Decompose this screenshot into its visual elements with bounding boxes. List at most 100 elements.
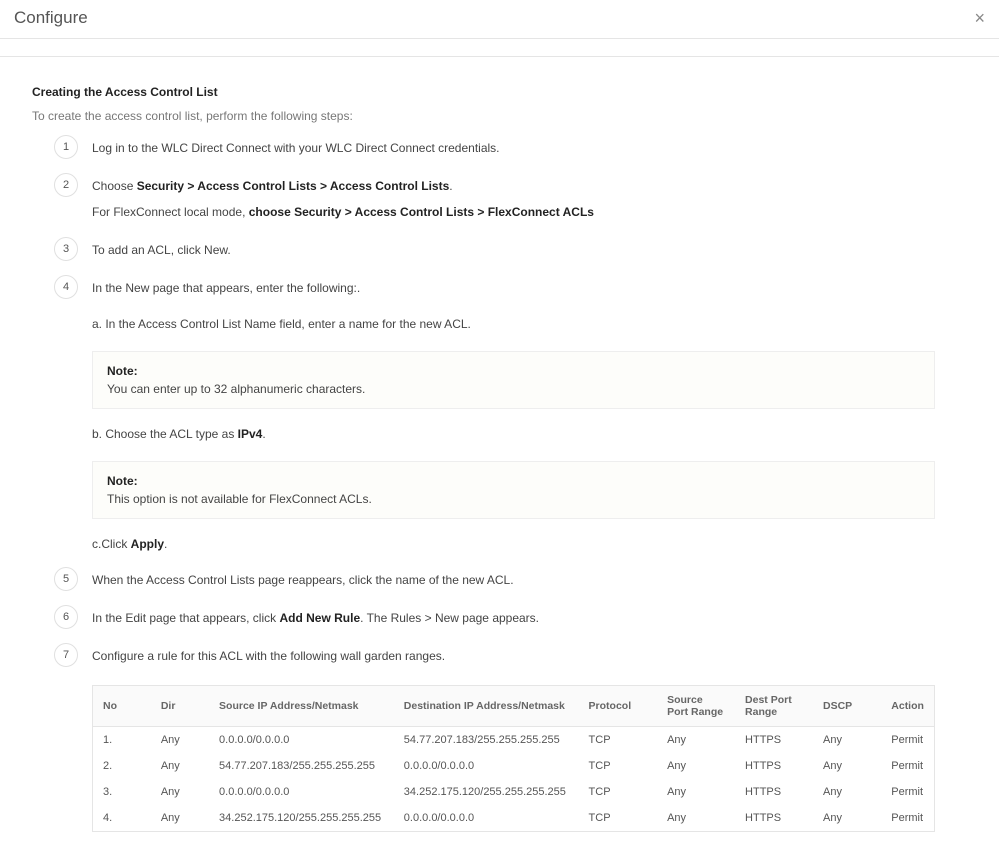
step-4: 4 In the New page that appears, enter th…	[32, 279, 967, 317]
table-header-cell: Source IP Address/Netmask	[209, 686, 394, 727]
table-cell: Any	[151, 805, 209, 831]
note-box: Note: You can enter up to 32 alphanumeri…	[92, 351, 935, 409]
table-cell: 54.77.207.183/255.255.255.255	[209, 753, 394, 779]
step-number: 1	[54, 135, 78, 159]
substep-c: c.Click Apply.	[92, 537, 967, 551]
table-cell: 54.77.207.183/255.255.255.255	[394, 727, 579, 754]
dialog-header: Configure ×	[0, 0, 999, 39]
step-text: Choose	[92, 179, 137, 193]
table-cell: 3.	[93, 779, 151, 805]
table-cell: HTTPS	[735, 727, 813, 754]
note-box: Note: This option is not available for F…	[92, 461, 935, 519]
table-cell: Any	[151, 753, 209, 779]
substep-text: c.Click	[92, 537, 131, 551]
step-number: 4	[54, 275, 78, 299]
table-cell: HTTPS	[735, 779, 813, 805]
step-bold: Add New Rule	[279, 611, 360, 625]
table-header-cell: DSCP	[813, 686, 881, 727]
dialog-title: Configure	[14, 8, 88, 28]
table-cell: TCP	[579, 779, 658, 805]
table-cell: 2.	[93, 753, 151, 779]
table-head: NoDirSource IP Address/NetmaskDestinatio…	[93, 686, 934, 727]
step-number: 7	[54, 643, 78, 667]
acl-rules-table: NoDirSource IP Address/NetmaskDestinatio…	[92, 685, 935, 832]
table-cell: Any	[657, 805, 735, 831]
step-body: Log in to the WLC Direct Connect with yo…	[92, 139, 967, 177]
table-cell: 34.252.175.120/255.255.255.255	[209, 805, 394, 831]
table-body: 1.Any0.0.0.0/0.0.0.054.77.207.183/255.25…	[93, 727, 934, 832]
substep-text: .	[164, 537, 167, 551]
table-cell: Permit	[881, 727, 934, 754]
table-cell: 0.0.0.0/0.0.0.0	[209, 727, 394, 754]
step-number: 5	[54, 567, 78, 591]
substep-text: a. In the Access Control List Name field…	[92, 317, 967, 331]
note-text: You can enter up to 32 alphanumeric char…	[107, 382, 920, 396]
table-cell: Any	[657, 753, 735, 779]
section-intro: To create the access control list, perfo…	[32, 109, 967, 123]
step-text: To add an ACL, click New.	[92, 243, 231, 257]
substep-bold: Apply	[131, 537, 164, 551]
step-text: In the Edit page that appears, click	[92, 611, 279, 625]
table-row: 4.Any34.252.175.120/255.255.255.2550.0.0…	[93, 805, 934, 831]
substep-b: b. Choose the ACL type as IPv4.	[92, 427, 967, 441]
substep-a: a. In the Access Control List Name field…	[92, 317, 967, 331]
note-label: Note:	[107, 364, 920, 378]
step-body: In the Edit page that appears, click Add…	[92, 609, 967, 647]
step-body: Configure a rule for this ACL with the f…	[92, 647, 967, 685]
step-text: .	[449, 179, 452, 193]
table-row: 3.Any0.0.0.0/0.0.0.034.252.175.120/255.2…	[93, 779, 934, 805]
table-cell: TCP	[579, 753, 658, 779]
table-header-cell: Dest Port Range	[735, 686, 813, 727]
step-bold-path: Security > Access Control Lists > Access…	[137, 179, 450, 193]
table-header-cell: Action	[881, 686, 934, 727]
step-text: For FlexConnect local mode,	[92, 205, 249, 219]
table-header-cell: Destination IP Address/Netmask	[394, 686, 579, 727]
table-cell: Any	[813, 727, 881, 754]
note-label: Note:	[107, 474, 920, 488]
step-1: 1 Log in to the WLC Direct Connect with …	[32, 139, 967, 177]
table-cell: Any	[151, 779, 209, 805]
table-cell: Any	[657, 727, 735, 754]
substep-bold: IPv4	[238, 427, 263, 441]
table-cell: Any	[657, 779, 735, 805]
step-body: To add an ACL, click New.	[92, 241, 967, 279]
substep-text: b. Choose the ACL type as	[92, 427, 238, 441]
step-number: 6	[54, 605, 78, 629]
step-bold-path: choose Security > Access Control Lists >…	[249, 205, 594, 219]
table-header-cell: Dir	[151, 686, 209, 727]
steps-list: 1 Log in to the WLC Direct Connect with …	[32, 139, 967, 832]
step-5: 5 When the Access Control Lists page rea…	[32, 571, 967, 609]
table-cell: Any	[813, 753, 881, 779]
table-header-cell: No	[93, 686, 151, 727]
step-3: 3 To add an ACL, click New.	[32, 241, 967, 279]
step-body: In the New page that appears, enter the …	[92, 279, 967, 317]
step-text: Log in to the WLC Direct Connect with yo…	[92, 141, 500, 155]
table-cell: Permit	[881, 779, 934, 805]
step-text: Configure a rule for this ACL with the f…	[92, 649, 445, 663]
table-cell: 0.0.0.0/0.0.0.0	[394, 805, 579, 831]
step-7: 7 Configure a rule for this ACL with the…	[32, 647, 967, 685]
table: NoDirSource IP Address/NetmaskDestinatio…	[93, 686, 934, 831]
step-text: . The Rules > New page appears.	[360, 611, 539, 625]
step-body: When the Access Control Lists page reapp…	[92, 571, 967, 609]
content-area: Creating the Access Control List To crea…	[0, 57, 999, 852]
table-cell: 1.	[93, 727, 151, 754]
table-cell: Any	[813, 805, 881, 831]
step-6: 6 In the Edit page that appears, click A…	[32, 609, 967, 647]
table-cell: 0.0.0.0/0.0.0.0	[209, 779, 394, 805]
table-cell: Any	[151, 727, 209, 754]
table-header-cell: Source Port Range	[657, 686, 735, 727]
section-title: Creating the Access Control List	[32, 85, 967, 99]
table-cell: Permit	[881, 753, 934, 779]
table-row: 2.Any54.77.207.183/255.255.255.2550.0.0.…	[93, 753, 934, 779]
table-cell: HTTPS	[735, 753, 813, 779]
table-row: 1.Any0.0.0.0/0.0.0.054.77.207.183/255.25…	[93, 727, 934, 754]
step-text: In the New page that appears, enter the …	[92, 281, 360, 295]
close-icon[interactable]: ×	[974, 9, 985, 27]
table-cell: 34.252.175.120/255.255.255.255	[394, 779, 579, 805]
table-cell: Any	[813, 779, 881, 805]
step-2: 2 Choose Security > Access Control Lists…	[32, 177, 967, 241]
table-cell: TCP	[579, 805, 658, 831]
table-header-cell: Protocol	[579, 686, 658, 727]
step-body: Choose Security > Access Control Lists >…	[92, 177, 967, 241]
